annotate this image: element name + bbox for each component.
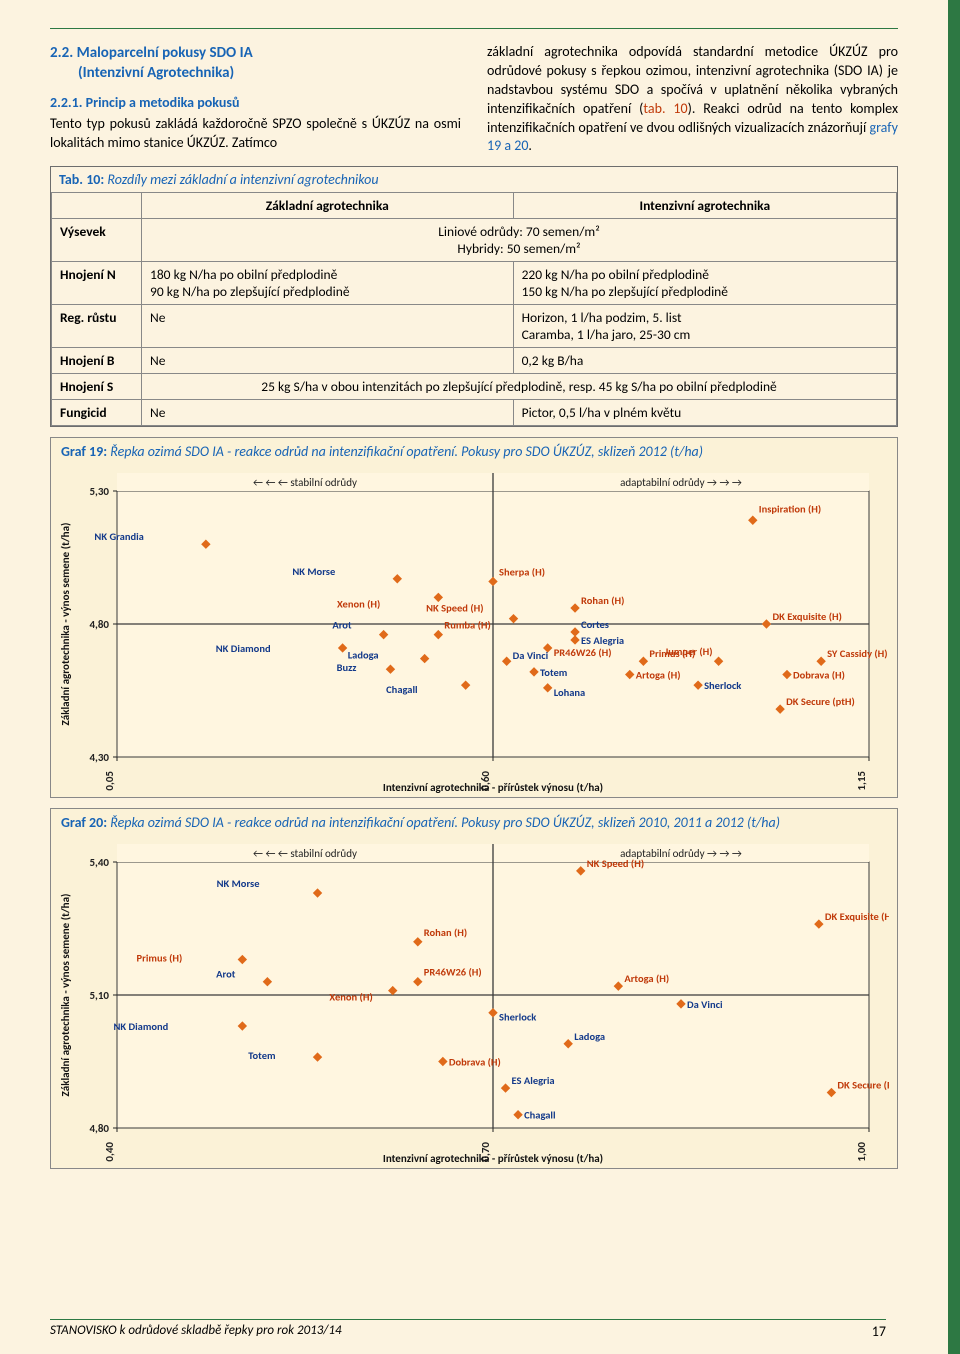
table-10-title: Tab. 10: Rozdíly mezi základní a intenzi… [51, 167, 897, 192]
chart-19-wrap: ← ← ← stabilní odrůdy adaptabilní odrůdy … [51, 463, 897, 797]
svg-text:Da Vinci: Da Vinci [687, 998, 723, 1011]
svg-text:DK Exquisite (H): DK Exquisite (H) [825, 910, 889, 923]
svg-text:DK Exquisite (H): DK Exquisite (H) [772, 610, 841, 623]
svg-text:Sherlock: Sherlock [499, 1011, 536, 1024]
right-column: základní agrotechnika odpovídá standardn… [487, 43, 898, 156]
svg-text:adaptabilní odrůdy → → →: adaptabilní odrůdy → → → [620, 476, 742, 489]
svg-text:Rumba (H): Rumba (H) [444, 619, 490, 632]
svg-text:0,05: 0,05 [103, 771, 116, 791]
row-reg: Reg. růstu Ne Horizon, 1 l/ha podzim, 5.… [52, 305, 897, 348]
svg-text:Xenon (H): Xenon (H) [329, 991, 372, 1004]
chart-20: ← ← ← stabilní odrůdyadaptabilní odrůdy … [51, 838, 889, 1168]
svg-text:Dobrava (H): Dobrava (H) [793, 669, 845, 682]
svg-text:Arot: Arot [332, 619, 352, 632]
svg-text:DK Secure (PTH): DK Secure (PTH) [837, 1079, 889, 1092]
svg-text:Chagall: Chagall [524, 1109, 556, 1122]
svg-text:Dobrava (H): Dobrava (H) [449, 1056, 501, 1069]
section-title-line1: 2.2. Maloparcelní pokusy SDO IA [50, 44, 253, 62]
svg-text:1,15: 1,15 [855, 771, 868, 791]
svg-text:ES Alegria: ES Alegria [512, 1074, 555, 1087]
tab-ref: tab. 10 [643, 100, 687, 117]
row-vysevek: Výsevek Liniové odrůdy: 70 semen/m² Hybr… [52, 219, 897, 262]
svg-text:Základní agrotechnika - výnos: Základní agrotechnika - výnos semene (t/… [59, 894, 72, 1097]
graf-20-box: Graf 20: Řepka ozimá SDO IA - reakce odr… [50, 808, 898, 1169]
graf-19-title: Graf 19: Řepka ozimá SDO IA - reakce odr… [51, 438, 897, 463]
svg-text:Ladoga: Ladoga [574, 1030, 605, 1043]
page: 2.2. Maloparcelní pokusy SDO IA (Intenzi… [0, 0, 960, 1354]
svg-text:Totem: Totem [540, 666, 567, 679]
table-10-box: Tab. 10: Rozdíly mezi základní a intenzi… [50, 166, 898, 427]
svg-text:NK Diamond: NK Diamond [216, 642, 271, 655]
svg-text:Sherpa (H): Sherpa (H) [499, 566, 545, 579]
svg-text:DK Secure (ptH): DK Secure (ptH) [786, 695, 855, 708]
svg-text:Intenzivní agrotechnika - přír: Intenzivní agrotechnika - přírůstek výno… [383, 781, 603, 794]
hdr-basic: Základní agrotechnika [142, 193, 514, 219]
svg-text:NK Grandia: NK Grandia [94, 531, 143, 544]
svg-text:Základní agrotechnika - výnos: Základní agrotechnika - výnos semene (t/… [59, 523, 72, 726]
svg-text:SY Cassidy (H): SY Cassidy (H) [827, 648, 887, 661]
chart-19: ← ← ← stabilní odrůdy adaptabilní odrůdy … [51, 467, 889, 797]
svg-text:4,80: 4,80 [89, 618, 109, 631]
svg-text:Rohan (H): Rohan (H) [424, 926, 467, 939]
svg-text:Cortes: Cortes [581, 618, 609, 631]
svg-text:Totem: Totem [248, 1049, 275, 1062]
svg-text:Artoga (H): Artoga (H) [636, 669, 681, 682]
row-hnojeniS: Hnojení S 25 kg S/ha v obou intenzitách … [52, 374, 897, 400]
page-number: 17 [872, 1323, 886, 1340]
hdr-intensive: Intenzivní agrotechnika [513, 193, 896, 219]
svg-text:1,00: 1,00 [855, 1142, 868, 1162]
svg-text:5,10: 5,10 [89, 989, 109, 1002]
svg-text:5,30: 5,30 [89, 485, 109, 498]
svg-text:5,40: 5,40 [89, 856, 109, 869]
svg-text:4,80: 4,80 [89, 1122, 109, 1135]
svg-text:Jumper (H): Jumper (H) [665, 646, 713, 659]
svg-text:Da Vinci: Da Vinci [513, 650, 549, 663]
svg-text:NK Speed (H): NK Speed (H) [587, 857, 644, 870]
svg-text:Lohana: Lohana [554, 686, 586, 699]
row-hnojeniN: Hnojení N 180 kg N/ha po obilní předplod… [52, 262, 897, 305]
vysevek-value: Liniové odrůdy: 70 semen/m² Hybridy: 50 … [142, 219, 897, 262]
svg-text:Rohan (H): Rohan (H) [581, 594, 624, 607]
svg-text:PR46W26 (H): PR46W26 (H) [424, 966, 482, 979]
right-paragraph: základní agrotechnika odpovídá standardn… [487, 43, 898, 156]
svg-text:Intenzivní agrotechnika - přír: Intenzivní agrotechnika - přírůstek výno… [383, 1152, 603, 1165]
left-column: 2.2. Maloparcelní pokusy SDO IA (Intenzi… [50, 43, 461, 156]
svg-text:← ← ← stabilní odrůdy: ← ← ← stabilní odrůdy [253, 847, 357, 860]
chart-20-wrap: ← ← ← stabilní odrůdyadaptabilní odrůdy … [51, 834, 897, 1168]
svg-text:Ladoga: Ladoga [348, 649, 379, 662]
svg-text:Sherlock: Sherlock [704, 680, 741, 693]
svg-text:NK Morse: NK Morse [292, 565, 335, 578]
svg-text:Buzz: Buzz [337, 662, 357, 675]
svg-text:4,30: 4,30 [89, 751, 109, 764]
svg-text:Primus (H): Primus (H) [137, 952, 183, 965]
intro-columns: 2.2. Maloparcelní pokusy SDO IA (Intenzi… [50, 43, 898, 156]
svg-text:NK Morse: NK Morse [217, 877, 260, 890]
svg-text:Arot: Arot [216, 968, 236, 981]
svg-text:0,40: 0,40 [103, 1142, 116, 1162]
section-title: 2.2. Maloparcelní pokusy SDO IA (Intenzi… [50, 43, 461, 84]
graf-20-title: Graf 20: Řepka ozimá SDO IA - reakce odr… [51, 809, 897, 834]
table-10: Základní agrotechnika Intenzivní agrotec… [51, 192, 897, 426]
svg-text:← ← ← stabilní odrůdy: ← ← ← stabilní odrůdy [253, 476, 357, 489]
svg-text:Artoga (H): Artoga (H) [624, 972, 669, 985]
svg-text:NK Diamond: NK Diamond [113, 1020, 168, 1033]
top-rule [50, 28, 898, 29]
svg-text:Inspiration (H): Inspiration (H) [759, 503, 821, 516]
graf-19-box: Graf 19: Řepka ozimá SDO IA - reakce odr… [50, 437, 898, 798]
table-header-row: Základní agrotechnika Intenzivní agrotec… [52, 193, 897, 219]
page-footer: STANOVISKO k odrůdové skladbě řepky pro … [50, 1319, 886, 1340]
left-paragraph: Tento typ pokusů zakládá každoročně SPZO… [50, 115, 461, 153]
subsection-title: 2.2.1. Princip a metodika pokusů [50, 94, 461, 113]
svg-text:PR46W26 (H): PR46W26 (H) [554, 646, 612, 659]
footer-text: STANOVISKO k odrůdové skladbě řepky pro … [50, 1323, 342, 1340]
svg-text:Chagall: Chagall [386, 684, 418, 697]
svg-text:Xenon (H): Xenon (H) [337, 598, 380, 611]
section-title-line2: (Intenzivní Agrotechnika) [50, 63, 461, 83]
svg-text:NK Speed (H): NK Speed (H) [426, 602, 483, 615]
row-fungicid: Fungicid Ne Pictor, 0,5 l/ha v plném kvě… [52, 400, 897, 426]
row-hnojeniB: Hnojení B Ne 0,2 kg B/ha [52, 348, 897, 374]
